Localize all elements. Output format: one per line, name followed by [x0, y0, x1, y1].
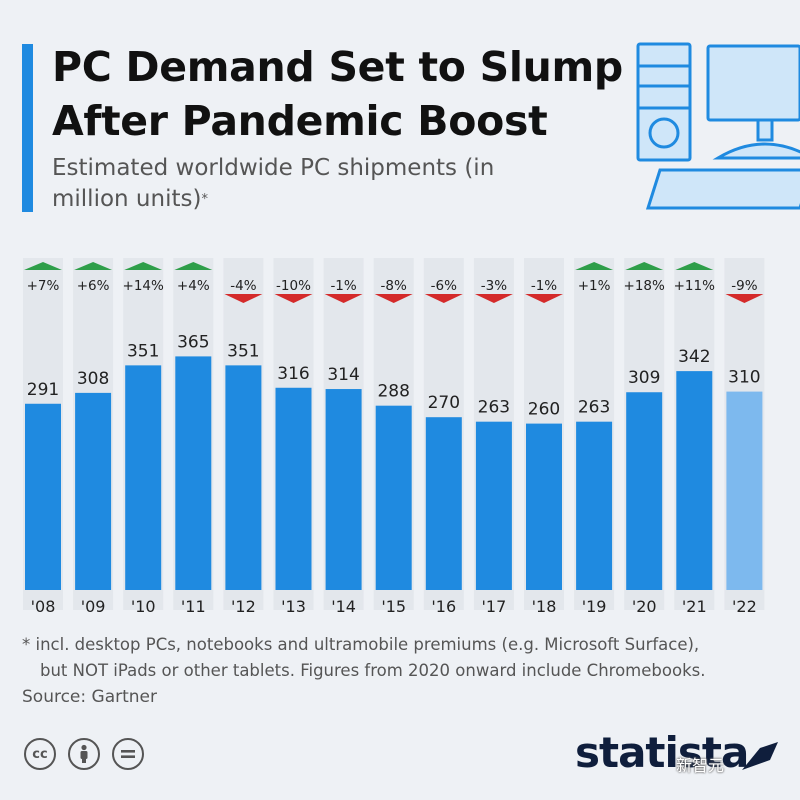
down-arrow-icon	[525, 294, 563, 303]
down-arrow-icon	[474, 294, 513, 303]
no-derivatives-icon[interactable]	[112, 738, 144, 770]
x-tick-label: '15	[381, 597, 406, 616]
change-label: +14%	[123, 278, 164, 294]
change-label: -3%	[481, 278, 507, 294]
x-tick-label: '13	[281, 597, 306, 616]
chart-title: PC Demand Set to Slump After Pandemic Bo…	[52, 43, 623, 145]
x-tick-label: '17	[482, 597, 507, 616]
bar	[25, 403, 61, 590]
license-icons: cc	[24, 738, 144, 770]
bar-value-label: 351	[227, 341, 259, 361]
change-label: +18%	[624, 278, 665, 294]
footnote-line-1: * incl. desktop PCs, notebooks and ultra…	[22, 635, 700, 654]
bar	[275, 387, 312, 590]
x-tick-label: '09	[81, 597, 106, 616]
bar	[325, 389, 362, 590]
change-label: -10%	[276, 278, 311, 294]
bar-value-label: 291	[27, 380, 59, 400]
bar-value-label: 263	[578, 398, 610, 418]
change-label: +7%	[27, 278, 60, 294]
cc-icon[interactable]: cc	[24, 738, 56, 770]
bar-value-label: 308	[77, 369, 109, 389]
bar	[125, 365, 162, 590]
x-tick-label: '10	[131, 597, 156, 616]
bar	[225, 365, 262, 590]
x-tick-label: '08	[31, 597, 56, 616]
x-tick-label: '11	[181, 597, 206, 616]
up-arrow-icon	[675, 262, 714, 270]
desktop-computer-icon	[636, 42, 800, 210]
bar-value-label: 260	[528, 400, 560, 420]
change-label: -6%	[431, 278, 457, 294]
bar-value-label: 365	[177, 332, 209, 352]
change-label: +4%	[177, 278, 210, 294]
x-tick-label: '19	[582, 597, 607, 616]
up-arrow-icon	[24, 262, 62, 270]
bar-chart: 291 308 351 365 351 316 314 288 270 263 260 263 309 3…	[23, 258, 765, 616]
change-label: +6%	[77, 278, 110, 294]
bar	[75, 392, 112, 590]
bar	[375, 405, 412, 590]
change-label: -1%	[330, 278, 356, 294]
x-tick-label: '12	[231, 597, 256, 616]
subtitle-footnote-mark: *	[201, 192, 208, 207]
bar	[475, 421, 512, 590]
x-tick-label: '21	[682, 597, 707, 616]
statista-logo[interactable]: statista	[575, 728, 749, 777]
up-arrow-icon	[124, 262, 163, 270]
footnote: * incl. desktop PCs, notebooks and ultra…	[22, 632, 792, 684]
up-arrow-icon	[625, 262, 664, 270]
subtitle-text: Estimated worldwide PC shipments (in mil…	[52, 155, 495, 212]
down-arrow-icon	[224, 294, 263, 303]
down-arrow-icon	[274, 294, 313, 303]
up-arrow-icon	[575, 262, 614, 270]
change-label: -4%	[230, 278, 256, 294]
bar	[626, 392, 663, 590]
accent-bar	[22, 44, 33, 212]
footnote-line-2: but NOT iPads or other tablets. Figures …	[40, 661, 706, 680]
bar-value-label: 316	[277, 364, 309, 384]
bar-value-label: 314	[327, 365, 359, 385]
change-label: +11%	[674, 278, 715, 294]
x-tick-label: '20	[632, 597, 657, 616]
down-arrow-icon	[374, 294, 413, 303]
bar	[175, 356, 212, 590]
bar	[576, 421, 613, 590]
up-arrow-icon	[174, 262, 213, 270]
source-label: Source: Gartner	[22, 687, 157, 707]
change-label: -8%	[381, 278, 407, 294]
attribution-icon[interactable]	[68, 738, 100, 770]
bar-value-label: 342	[678, 347, 710, 367]
bar	[425, 417, 462, 590]
watermark: 新智元	[676, 756, 725, 775]
x-tick-label: '18	[532, 597, 557, 616]
down-arrow-icon	[725, 294, 764, 303]
x-tick-label: '22	[732, 597, 757, 616]
up-arrow-icon	[74, 262, 113, 270]
change-label: -1%	[531, 278, 557, 294]
bar-value-label: 288	[377, 382, 409, 402]
down-arrow-icon	[324, 294, 363, 303]
bar	[526, 423, 562, 590]
bar-value-label: 309	[628, 368, 660, 388]
bar-value-label: 310	[728, 368, 760, 388]
change-label: -9%	[731, 278, 757, 294]
bar-value-label: 263	[478, 398, 510, 418]
down-arrow-icon	[424, 294, 463, 303]
bar-value-label: 270	[428, 393, 460, 413]
x-tick-label: '16	[431, 597, 456, 616]
x-tick-label: '14	[331, 597, 356, 616]
change-label: +1%	[578, 278, 611, 294]
bar	[726, 391, 763, 590]
statista-logo-mark	[742, 742, 778, 770]
chart-subtitle: Estimated worldwide PC shipments (in mil…	[52, 153, 532, 215]
bar	[676, 371, 713, 590]
bar-value-label: 351	[127, 341, 159, 361]
